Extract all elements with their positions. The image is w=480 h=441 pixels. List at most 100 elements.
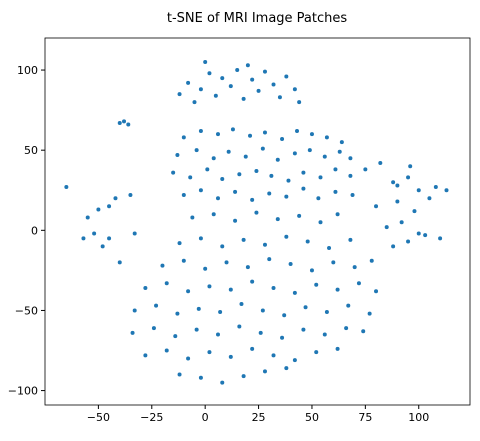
point <box>391 180 396 185</box>
point <box>260 308 265 313</box>
point <box>194 148 199 153</box>
point <box>160 263 165 268</box>
point <box>292 358 297 363</box>
point <box>262 130 267 135</box>
point <box>220 177 225 182</box>
point <box>128 193 133 198</box>
point <box>188 175 193 180</box>
point <box>245 265 250 270</box>
point <box>126 122 131 127</box>
point <box>324 310 329 315</box>
point <box>305 239 310 244</box>
point <box>352 265 357 270</box>
point <box>203 266 208 271</box>
point <box>177 372 182 377</box>
point <box>241 96 246 101</box>
point <box>395 183 400 188</box>
point <box>215 332 220 337</box>
point <box>151 326 156 331</box>
point <box>399 220 404 225</box>
point <box>280 335 285 340</box>
point <box>284 74 289 79</box>
point <box>132 308 137 313</box>
point <box>423 233 428 238</box>
chart-title: t-SNE of MRI Image Patches <box>167 11 348 26</box>
point <box>254 169 259 174</box>
point <box>243 154 248 159</box>
point <box>284 366 289 371</box>
point <box>301 170 306 175</box>
point <box>196 306 201 311</box>
point <box>192 100 197 105</box>
x-tick-label: 0 <box>202 411 209 424</box>
point <box>284 194 289 199</box>
point <box>181 258 186 263</box>
point <box>228 354 233 359</box>
point <box>241 374 246 379</box>
point <box>241 237 246 242</box>
point <box>438 236 443 241</box>
point <box>262 69 267 74</box>
point <box>363 167 368 172</box>
point <box>292 290 297 295</box>
point <box>226 149 231 154</box>
point <box>220 244 225 249</box>
point <box>374 204 379 209</box>
x-tick-label: 100 <box>408 411 429 424</box>
point <box>271 286 276 291</box>
point <box>318 220 323 225</box>
point <box>205 167 210 172</box>
point <box>186 356 191 361</box>
point <box>280 136 285 141</box>
point <box>427 196 432 201</box>
point <box>230 127 235 132</box>
point <box>171 170 176 175</box>
point <box>130 330 135 335</box>
point <box>286 178 291 183</box>
point <box>181 135 186 140</box>
point <box>260 146 265 151</box>
point <box>233 218 238 223</box>
point <box>331 260 336 265</box>
point <box>297 100 302 105</box>
y-tick-label: 100 <box>17 64 38 77</box>
point <box>218 310 223 315</box>
point <box>292 87 297 92</box>
point <box>309 132 314 137</box>
point <box>384 225 389 230</box>
point <box>350 193 355 198</box>
point <box>282 313 287 318</box>
point <box>271 353 276 358</box>
point <box>117 260 122 265</box>
point <box>92 231 97 236</box>
point <box>303 305 308 310</box>
point <box>301 327 306 332</box>
point <box>100 244 105 249</box>
point <box>262 242 267 247</box>
point <box>356 281 361 286</box>
point <box>369 258 374 263</box>
point <box>412 209 417 214</box>
point <box>177 92 182 97</box>
point <box>207 71 212 76</box>
point <box>85 215 90 220</box>
point <box>335 346 340 351</box>
point <box>164 348 169 353</box>
point <box>318 175 323 180</box>
point <box>346 303 351 308</box>
y-tick-label: 0 <box>31 224 38 237</box>
point <box>113 196 118 201</box>
point <box>64 185 69 190</box>
point <box>333 189 338 194</box>
point <box>322 332 327 337</box>
point <box>339 140 344 145</box>
point <box>367 311 372 316</box>
point <box>322 154 327 159</box>
x-tick-label: 75 <box>358 411 372 424</box>
point <box>416 231 421 236</box>
point <box>233 189 238 194</box>
point <box>335 212 340 217</box>
point <box>416 188 421 193</box>
point <box>309 268 314 273</box>
point <box>198 188 203 193</box>
